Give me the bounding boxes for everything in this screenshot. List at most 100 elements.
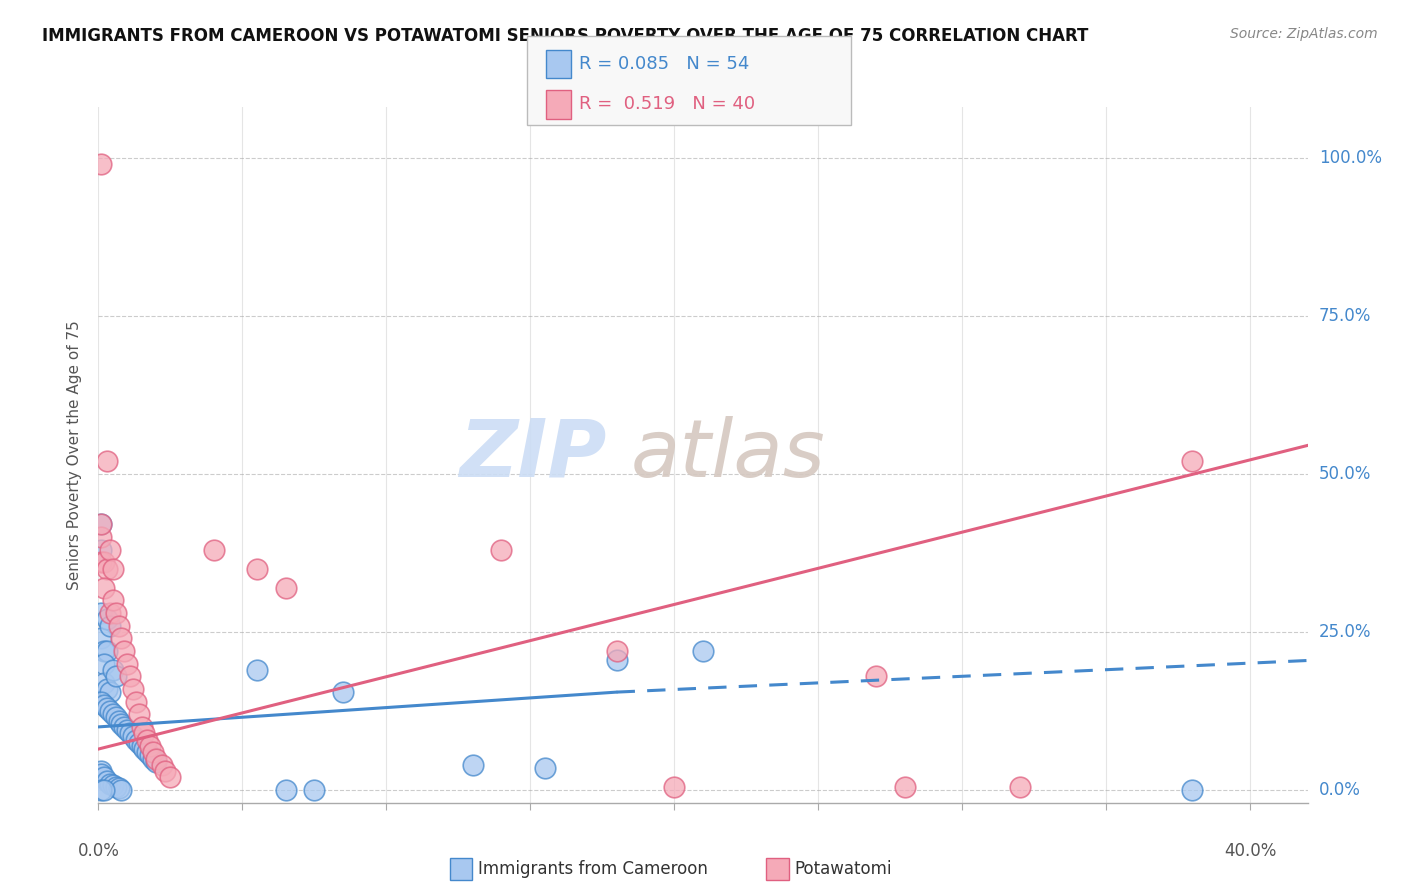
Point	[139, 748, 162, 763]
Point	[101, 562, 124, 576]
Point	[90, 157, 112, 171]
Point	[90, 695, 112, 709]
Point	[122, 730, 145, 744]
Point	[93, 644, 115, 658]
Point	[131, 720, 153, 734]
Point	[93, 556, 115, 570]
Point	[112, 720, 135, 734]
Point	[202, 542, 225, 557]
Point	[93, 771, 115, 785]
Point	[101, 707, 124, 722]
Point	[101, 593, 124, 607]
Point	[1181, 783, 1204, 797]
Point	[93, 783, 115, 797]
Point	[90, 556, 112, 570]
Point	[93, 657, 115, 671]
Point	[96, 612, 118, 626]
Point	[332, 685, 354, 699]
Point	[98, 777, 121, 791]
Point	[98, 606, 121, 620]
Text: Immigrants from Cameroon: Immigrants from Cameroon	[478, 860, 707, 879]
Point	[134, 742, 156, 756]
Text: 40.0%: 40.0%	[1223, 842, 1277, 860]
Point	[112, 644, 135, 658]
Point	[145, 751, 167, 765]
Point	[98, 685, 121, 699]
Y-axis label: Seniors Poverty Over the Age of 75: Seniors Poverty Over the Age of 75	[67, 320, 83, 590]
Text: 75.0%: 75.0%	[1319, 307, 1371, 325]
Point	[90, 783, 112, 797]
Point	[606, 644, 628, 658]
Point	[104, 669, 127, 683]
Point	[93, 675, 115, 690]
Point	[96, 562, 118, 576]
Text: 100.0%: 100.0%	[1319, 149, 1382, 167]
Point	[125, 732, 148, 747]
Point	[139, 739, 162, 753]
Text: IMMIGRANTS FROM CAMEROON VS POTAWATOMI SENIORS POVERTY OVER THE AGE OF 75 CORREL: IMMIGRANTS FROM CAMEROON VS POTAWATOMI S…	[42, 27, 1088, 45]
Text: Source: ZipAtlas.com: Source: ZipAtlas.com	[1230, 27, 1378, 41]
Point	[128, 736, 150, 750]
Point	[461, 757, 484, 772]
Point	[1181, 454, 1204, 468]
Point	[893, 780, 915, 794]
Point	[142, 745, 165, 759]
Point	[150, 757, 173, 772]
Point	[107, 714, 129, 728]
Point	[101, 663, 124, 677]
Point	[110, 632, 132, 646]
Point	[128, 707, 150, 722]
Point	[104, 606, 127, 620]
Point	[304, 783, 326, 797]
Point	[246, 663, 269, 677]
Point	[136, 745, 159, 759]
Point	[96, 644, 118, 658]
Point	[120, 669, 142, 683]
Point	[90, 542, 112, 557]
Point	[101, 778, 124, 792]
Point	[93, 698, 115, 712]
Point	[142, 751, 165, 765]
Point	[98, 618, 121, 632]
Point	[664, 780, 686, 794]
Point	[90, 606, 112, 620]
Point	[98, 542, 121, 557]
Point	[107, 618, 129, 632]
Point	[90, 530, 112, 544]
Point	[104, 780, 127, 794]
Point	[96, 773, 118, 788]
Point	[96, 681, 118, 696]
Point	[274, 581, 297, 595]
Point	[96, 454, 118, 468]
Text: Potawatomi: Potawatomi	[794, 860, 891, 879]
Text: R =  0.519   N = 40: R = 0.519 N = 40	[579, 95, 755, 113]
Point	[246, 562, 269, 576]
Text: ZIP: ZIP	[458, 416, 606, 494]
Text: R = 0.085   N = 54: R = 0.085 N = 54	[579, 55, 749, 73]
Text: 50.0%: 50.0%	[1319, 465, 1371, 483]
Point	[865, 669, 887, 683]
Point	[107, 781, 129, 796]
Point	[96, 701, 118, 715]
Point	[90, 517, 112, 532]
Point	[115, 657, 138, 671]
Point	[93, 581, 115, 595]
Text: atlas: atlas	[630, 416, 825, 494]
Point	[491, 542, 513, 557]
Point	[274, 783, 297, 797]
Text: 25.0%: 25.0%	[1319, 623, 1371, 641]
Point	[104, 710, 127, 724]
Point	[1008, 780, 1031, 794]
Point	[533, 761, 555, 775]
Point	[90, 517, 112, 532]
Point	[98, 704, 121, 718]
Point	[606, 653, 628, 667]
Point	[90, 767, 112, 781]
Point	[159, 771, 181, 785]
Point	[90, 764, 112, 779]
Point	[110, 782, 132, 797]
Point	[125, 695, 148, 709]
Point	[115, 723, 138, 737]
Point	[145, 755, 167, 769]
Point	[136, 732, 159, 747]
